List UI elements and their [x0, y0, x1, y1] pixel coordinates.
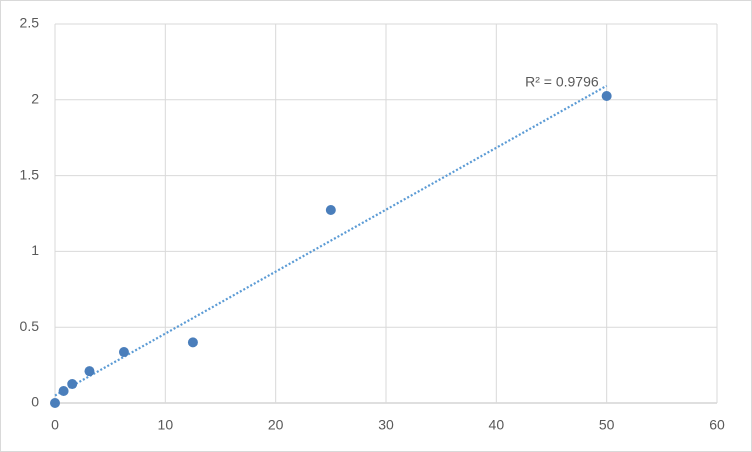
y-tick-label: 2.5 — [20, 15, 40, 31]
x-tick-label: 10 — [158, 417, 174, 433]
trendline — [54, 84, 608, 397]
x-tick-label: 20 — [268, 417, 284, 433]
y-tick-label: 1.5 — [20, 166, 40, 182]
x-tick-label: 0 — [51, 417, 59, 433]
x-tick-label: 60 — [709, 417, 725, 433]
point — [601, 91, 612, 102]
trendline-label: R² = 0.9796 — [525, 73, 599, 89]
point — [84, 366, 95, 377]
y-tick-label: 0.5 — [20, 318, 40, 334]
y-tick-label: 1 — [31, 242, 39, 258]
point — [67, 379, 78, 390]
x-tick-label: 40 — [489, 417, 505, 433]
point — [58, 386, 69, 397]
y-tick-label: 0 — [31, 394, 39, 410]
point — [50, 398, 60, 408]
x-tick-label: 50 — [599, 417, 615, 433]
point — [118, 347, 129, 358]
point — [325, 205, 336, 216]
x-tick-label: 30 — [378, 417, 394, 433]
point — [187, 337, 198, 348]
y-tick-label: 2 — [31, 91, 39, 107]
